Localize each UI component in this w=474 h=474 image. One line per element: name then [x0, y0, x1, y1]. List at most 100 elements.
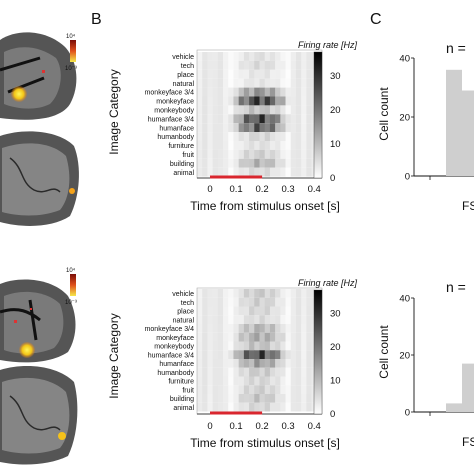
- heatmap-cell: [217, 123, 224, 133]
- heatmap-cell: [285, 123, 292, 133]
- heatmap-cell: [217, 78, 224, 88]
- colorbar-bottom-ticks: 0 10 20 30: [330, 309, 341, 421]
- heatmap-cell: [207, 367, 213, 377]
- heatmap-cell: [259, 158, 266, 168]
- heatmap-cell: [202, 394, 208, 403]
- heatmap-cell: [249, 376, 255, 386]
- heatmap-cell: [233, 385, 239, 394]
- heatmap-cell: [259, 297, 266, 307]
- heatmap-cell: [306, 60, 312, 70]
- heatmap-cell: [285, 60, 292, 70]
- heatmap-cell: [228, 350, 234, 359]
- heatmap-cell: [228, 52, 234, 61]
- heatmap-bottom-categories: vehicle tech place natural monkeyface 3/…: [145, 291, 195, 412]
- heatmap-cell: [285, 315, 292, 324]
- heatmap-cell: [285, 141, 292, 150]
- heatmap-cell: [311, 123, 315, 133]
- heatmap-cell: [295, 87, 302, 97]
- heatmap-cell: [249, 297, 255, 307]
- heatmap-cell: [212, 385, 219, 394]
- heatmap-cell: [301, 167, 307, 177]
- heatmap-cell: [280, 96, 286, 106]
- histogram-top-xlabel: FS: [462, 199, 474, 213]
- heatmap-cell: [238, 141, 245, 150]
- heatmap-cell: [269, 158, 276, 168]
- heatmap-cell: [223, 306, 229, 316]
- heatmap-cell: [223, 78, 229, 88]
- heatmap-cell: [301, 149, 307, 159]
- heatmap-cell: [280, 394, 286, 403]
- heatmap-cell: [301, 289, 307, 298]
- heatmap-cell: [228, 324, 234, 333]
- heatmap-cell: [264, 149, 271, 159]
- heatmap-cell: [243, 158, 250, 168]
- heatmap-cell: [223, 315, 229, 324]
- heatmap-cell: [290, 350, 297, 359]
- heatmap-cell: [212, 132, 219, 141]
- heatmap-cell: [238, 69, 245, 79]
- heatmap-cell: [301, 332, 307, 342]
- heatmap-cell: [228, 341, 234, 351]
- heatmap-cell: [264, 359, 271, 368]
- heatmap-cell: [238, 367, 245, 377]
- heatmap-bottom-xlabel: Time from stimulus onset [s]: [190, 436, 340, 450]
- heatmap-cell: [306, 149, 312, 159]
- heatmap-cell: [295, 350, 302, 359]
- heatmap-cell: [212, 149, 219, 159]
- heatmap-cell: [269, 141, 276, 150]
- heatmap-cell: [238, 60, 245, 70]
- heatmap-cell: [295, 394, 302, 403]
- heatmap-cell: [202, 69, 208, 79]
- heatmap-cell: [306, 123, 312, 133]
- heatmap-cell: [290, 367, 297, 377]
- heatmap-cell: [269, 324, 276, 333]
- heatmap-cell: [223, 149, 229, 159]
- heatmap-cell: [243, 60, 250, 70]
- heatmap-cell: [249, 167, 255, 177]
- y-tick-label: 40: [399, 54, 410, 65]
- heatmap-cell: [259, 149, 266, 159]
- heatmap-cell: [280, 60, 286, 70]
- heatmap-cell: [264, 158, 271, 168]
- heatmap-cell: [306, 341, 312, 351]
- heatmap-cell: [202, 315, 208, 324]
- heatmap-cell: [295, 78, 302, 88]
- heatmap-cell: [269, 69, 276, 79]
- heatmap-cell: [311, 149, 315, 159]
- heatmap-cell: [285, 167, 292, 177]
- heatmap-cell: [197, 105, 203, 115]
- heatmap-cell: [290, 141, 297, 150]
- heatmap-cell: [259, 60, 266, 70]
- heatmap-bottom-xticks: 0 0.1 0.2 0.3 0.4: [207, 421, 320, 432]
- heatmap-cell: [280, 376, 286, 386]
- heatmap-top-xlabel: Time from stimulus onset [s]: [190, 199, 340, 213]
- heatmap-cell: [233, 367, 239, 377]
- heatmap-cell: [207, 315, 213, 324]
- heatmap-cell: [228, 315, 234, 324]
- heatmap-cell: [264, 385, 271, 394]
- heatmap-cell: [197, 297, 203, 307]
- x-tick-label: 0: [207, 421, 212, 432]
- colorbar-tick: 30: [330, 71, 341, 82]
- heatmap-cell: [295, 402, 302, 412]
- heatmap-cell: [238, 132, 245, 141]
- y-tick-label: 0: [405, 172, 410, 183]
- heatmap-cell: [254, 132, 260, 141]
- heatmap-cell: [254, 394, 260, 403]
- heatmap-cell: [301, 376, 307, 386]
- heatmap-cell: [290, 385, 297, 394]
- heatmap-cell: [228, 402, 234, 412]
- heatmap-cell: [238, 105, 245, 115]
- heatmap-cell: [254, 359, 260, 368]
- heatmap-cell: [249, 158, 255, 168]
- heatmap-cell: [254, 350, 260, 359]
- heatmap-cell: [217, 315, 224, 324]
- heatmap-cell: [223, 402, 229, 412]
- heatmap-cell: [301, 306, 307, 316]
- heatmap-cell: [212, 297, 219, 307]
- heatmap-cell: [249, 69, 255, 79]
- heatmap-cell: [285, 132, 292, 141]
- heatmap-cell: [207, 324, 213, 333]
- heatmap-cell: [249, 87, 255, 97]
- heatmap-cell: [290, 376, 297, 386]
